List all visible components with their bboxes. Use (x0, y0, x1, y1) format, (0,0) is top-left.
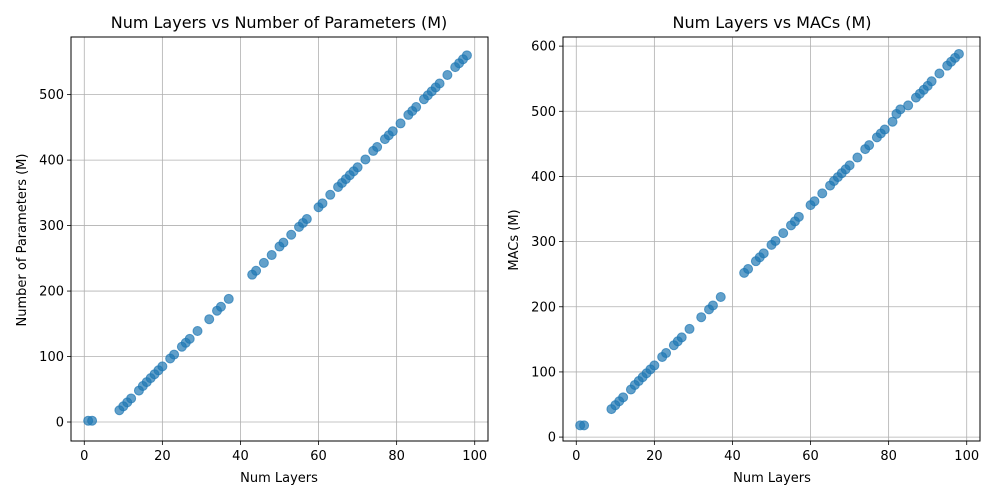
grid (71, 37, 488, 441)
y-tick-label: 300 (39, 219, 64, 234)
scatter-point (661, 348, 672, 359)
scatter-point (926, 76, 937, 87)
scatter-point (461, 50, 472, 61)
scatter-point (192, 325, 203, 336)
scatter-point (215, 301, 226, 312)
scatter-point (895, 104, 906, 115)
scatter-point (793, 211, 804, 222)
scatter-point (258, 257, 269, 268)
scatter-series (83, 50, 472, 426)
scatter-point (87, 415, 98, 426)
scatter-point (778, 228, 789, 239)
x-tick-label: 60 (802, 449, 819, 464)
scatter-point (903, 100, 914, 111)
scatter-point (618, 392, 629, 403)
scatter-point (251, 265, 262, 276)
y-axis-label: Number of Parameters (M) (15, 154, 30, 327)
scatter-point (223, 293, 234, 304)
x-tick-label: 100 (462, 449, 487, 464)
plot-frame (562, 36, 981, 442)
x-axis-label: Num Layers (240, 471, 318, 486)
scatter-point (286, 229, 297, 240)
scatter-point (852, 152, 863, 163)
y-tick-label: 200 (39, 285, 64, 300)
chart-title: Num Layers vs Number of Parameters (M) (111, 13, 448, 32)
scatter-point (887, 116, 898, 127)
x-axis-label: Num Layers (733, 471, 811, 486)
scatter-point (372, 142, 383, 153)
scatter-point (864, 140, 875, 151)
y-tick-label: 100 (39, 350, 64, 365)
scatter-point (301, 214, 312, 225)
y-tick-label: 400 (531, 170, 556, 185)
y-tick-label: 600 (531, 40, 556, 55)
scatter-point (266, 250, 277, 261)
chart-macs: Num Layers vs MACs (M) Num Layers MACs (… (507, 13, 981, 486)
scatter-point (844, 160, 855, 171)
y-tick-label: 100 (531, 365, 556, 380)
y-tick-label: 200 (531, 300, 556, 315)
scatter-point (387, 126, 398, 137)
scatter-point (204, 314, 215, 325)
x-tick-label: 20 (154, 449, 171, 464)
scatter-point (707, 300, 718, 311)
y-tick-label: 400 (39, 154, 64, 169)
scatter-point (325, 189, 336, 200)
scatter-series (575, 48, 964, 431)
grid (563, 37, 980, 441)
scatter-point (579, 420, 590, 431)
x-tick-label: 20 (646, 449, 663, 464)
plot-frame (70, 36, 489, 442)
x-axis: 0 20 40 60 80 100 (572, 441, 979, 464)
x-tick-label: 0 (80, 449, 88, 464)
y-tick-label: 500 (39, 88, 64, 103)
scatter-point (411, 102, 422, 113)
scatter-point (360, 154, 371, 165)
x-tick-label: 80 (880, 449, 897, 464)
scatter-point (184, 333, 195, 344)
scatter-point (770, 235, 781, 246)
scatter-point (352, 162, 363, 173)
scatter-point (715, 291, 726, 302)
scatter-point (278, 237, 289, 248)
scatter-point (953, 48, 964, 59)
y-tick-label: 0 (56, 416, 64, 431)
x-tick-label: 40 (724, 449, 741, 464)
x-tick-label: 100 (954, 449, 979, 464)
y-tick-label: 500 (531, 105, 556, 120)
y-axis: 0 100 200 300 400 500 (39, 88, 71, 431)
scatter-point (157, 361, 168, 372)
scatter-point (649, 360, 660, 371)
x-tick-label: 40 (232, 449, 249, 464)
scatter-point (684, 323, 695, 334)
scatter-point (126, 393, 137, 404)
scatter-point (395, 118, 406, 129)
scatter-point (758, 248, 769, 259)
scatter-point (696, 312, 707, 323)
scatter-point (879, 124, 890, 135)
scatter-point (317, 198, 328, 209)
y-tick-label: 0 (548, 431, 556, 446)
scatter-point (169, 349, 180, 360)
x-tick-label: 0 (572, 449, 580, 464)
scatter-point (442, 69, 453, 80)
chart-parameters: Num Layers vs Number of Parameters (M) N… (15, 13, 489, 486)
x-axis: 0 20 40 60 80 100 (80, 441, 487, 464)
chart-title: Num Layers vs MACs (M) (672, 13, 871, 32)
scatter-point (676, 332, 687, 343)
scatter-point (817, 188, 828, 199)
x-tick-label: 80 (388, 449, 405, 464)
scatter-point (809, 196, 820, 207)
scatter-point (934, 68, 945, 79)
x-tick-label: 60 (310, 449, 327, 464)
scatter-point (743, 263, 754, 274)
y-axis-label: MACs (M) (507, 209, 522, 270)
y-tick-label: 300 (531, 235, 556, 250)
scatter-point (434, 78, 445, 89)
y-axis: 0 100 200 300 400 500 600 (531, 40, 563, 446)
